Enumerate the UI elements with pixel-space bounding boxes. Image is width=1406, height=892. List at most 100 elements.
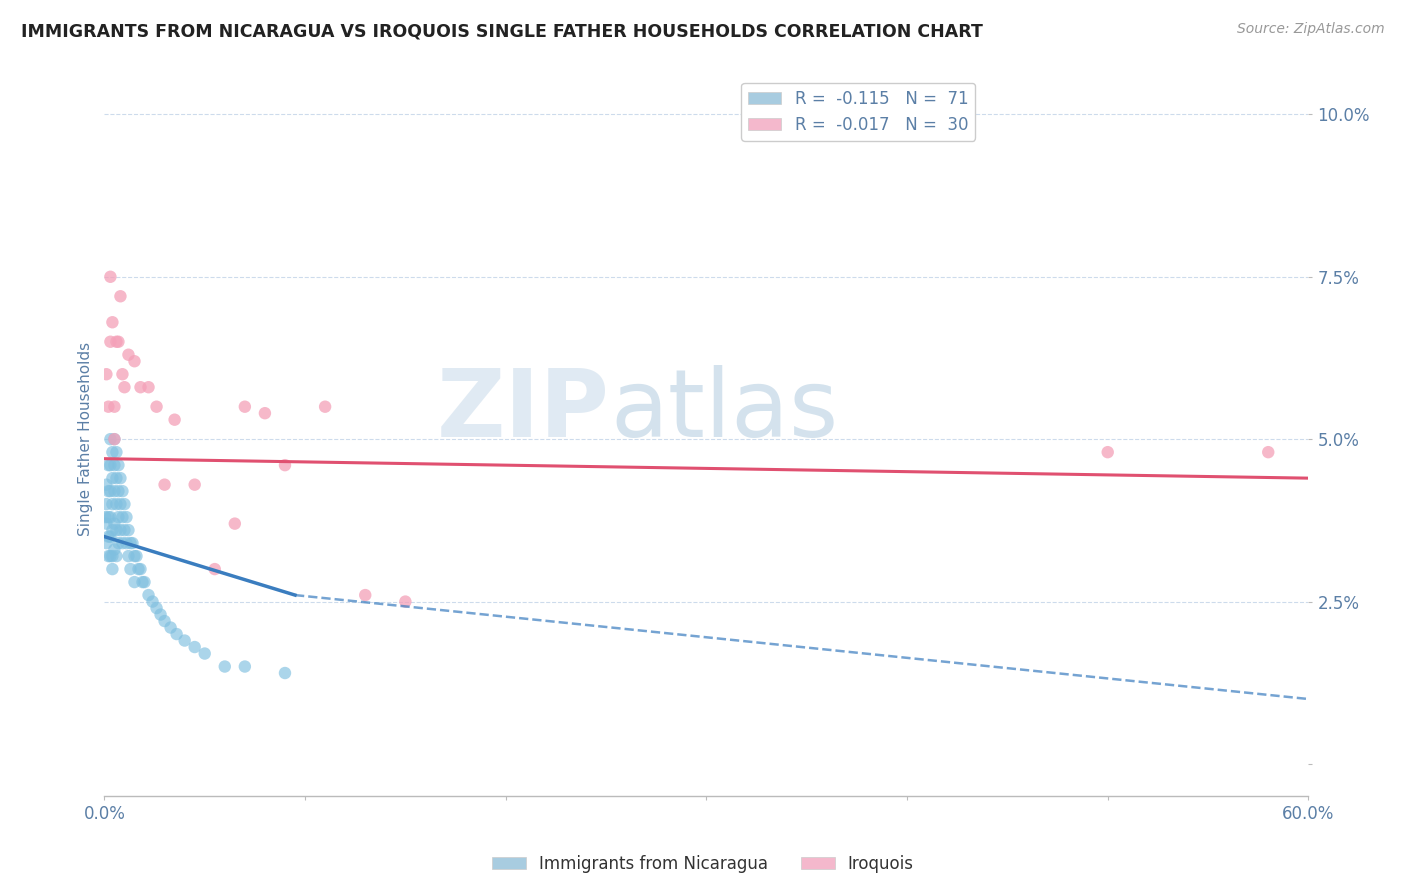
Legend: Immigrants from Nicaragua, Iroquois: Immigrants from Nicaragua, Iroquois xyxy=(485,848,921,880)
Point xyxy=(97,510,120,524)
Point xyxy=(274,666,297,681)
Point xyxy=(96,368,118,382)
Point xyxy=(124,549,146,563)
Point xyxy=(145,400,167,414)
Point xyxy=(131,575,153,590)
Point xyxy=(97,458,120,472)
Point xyxy=(101,445,124,459)
Point xyxy=(101,315,124,329)
Point xyxy=(100,458,122,472)
Point xyxy=(153,477,176,491)
Point xyxy=(94,510,117,524)
Point xyxy=(129,562,152,576)
Point xyxy=(138,380,160,394)
Point xyxy=(103,432,125,446)
Point xyxy=(1097,445,1119,459)
Point xyxy=(110,497,132,511)
Point xyxy=(194,647,217,661)
Point xyxy=(214,659,236,673)
Point xyxy=(100,334,122,349)
Point xyxy=(1257,445,1279,459)
Point xyxy=(101,497,124,511)
Point xyxy=(107,536,129,550)
Point xyxy=(100,530,122,544)
Text: atlas: atlas xyxy=(610,365,838,457)
Point xyxy=(97,484,120,499)
Point xyxy=(166,627,188,641)
Point xyxy=(100,510,122,524)
Point xyxy=(115,536,138,550)
Point xyxy=(103,458,125,472)
Point xyxy=(101,523,124,537)
Point xyxy=(183,640,205,654)
Point xyxy=(101,562,124,576)
Point xyxy=(105,445,128,459)
Point xyxy=(96,497,118,511)
Point xyxy=(120,536,142,550)
Point xyxy=(124,354,146,368)
Point xyxy=(103,516,125,531)
Point xyxy=(105,523,128,537)
Point xyxy=(105,471,128,485)
Point xyxy=(110,523,132,537)
Point xyxy=(103,484,125,499)
Point xyxy=(96,516,118,531)
Point xyxy=(103,432,125,446)
Point xyxy=(394,594,416,608)
Point xyxy=(100,269,122,284)
Point xyxy=(111,536,134,550)
Point xyxy=(101,471,124,485)
Point xyxy=(149,607,172,622)
Point xyxy=(253,406,276,420)
Legend: R =  -0.115   N =  71, R =  -0.017   N =  30: R = -0.115 N = 71, R = -0.017 N = 30 xyxy=(741,83,974,141)
Point xyxy=(183,477,205,491)
Point xyxy=(114,523,136,537)
Text: Source: ZipAtlas.com: Source: ZipAtlas.com xyxy=(1237,22,1385,37)
Point xyxy=(354,588,377,602)
Point xyxy=(101,549,124,563)
Point xyxy=(274,458,297,472)
Point xyxy=(96,536,118,550)
Point xyxy=(138,588,160,602)
Point xyxy=(97,400,120,414)
Point xyxy=(120,562,142,576)
Point xyxy=(96,477,118,491)
Text: IMMIGRANTS FROM NICARAGUA VS IROQUOIS SINGLE FATHER HOUSEHOLDS CORRELATION CHART: IMMIGRANTS FROM NICARAGUA VS IROQUOIS SI… xyxy=(21,22,983,40)
Point xyxy=(173,633,195,648)
Point xyxy=(233,659,256,673)
Point xyxy=(121,536,143,550)
Point xyxy=(111,368,134,382)
Y-axis label: Single Father Households: Single Father Households xyxy=(79,343,93,536)
Point xyxy=(111,484,134,499)
Point xyxy=(125,549,148,563)
Point xyxy=(124,575,146,590)
Point xyxy=(314,400,336,414)
Point xyxy=(129,380,152,394)
Point xyxy=(100,549,122,563)
Point xyxy=(114,380,136,394)
Point xyxy=(110,289,132,303)
Point xyxy=(141,594,163,608)
Text: ZIP: ZIP xyxy=(437,365,610,457)
Point xyxy=(204,562,226,576)
Point xyxy=(117,523,139,537)
Point xyxy=(107,458,129,472)
Point xyxy=(111,510,134,524)
Point xyxy=(145,601,167,615)
Point xyxy=(97,530,120,544)
Point xyxy=(105,497,128,511)
Point xyxy=(117,348,139,362)
Point xyxy=(105,334,128,349)
Point xyxy=(110,471,132,485)
Point xyxy=(159,621,181,635)
Point xyxy=(103,542,125,557)
Point xyxy=(107,334,129,349)
Point xyxy=(115,510,138,524)
Point xyxy=(224,516,246,531)
Point xyxy=(97,549,120,563)
Point xyxy=(153,614,176,628)
Point xyxy=(128,562,150,576)
Point xyxy=(117,549,139,563)
Point xyxy=(103,400,125,414)
Point xyxy=(233,400,256,414)
